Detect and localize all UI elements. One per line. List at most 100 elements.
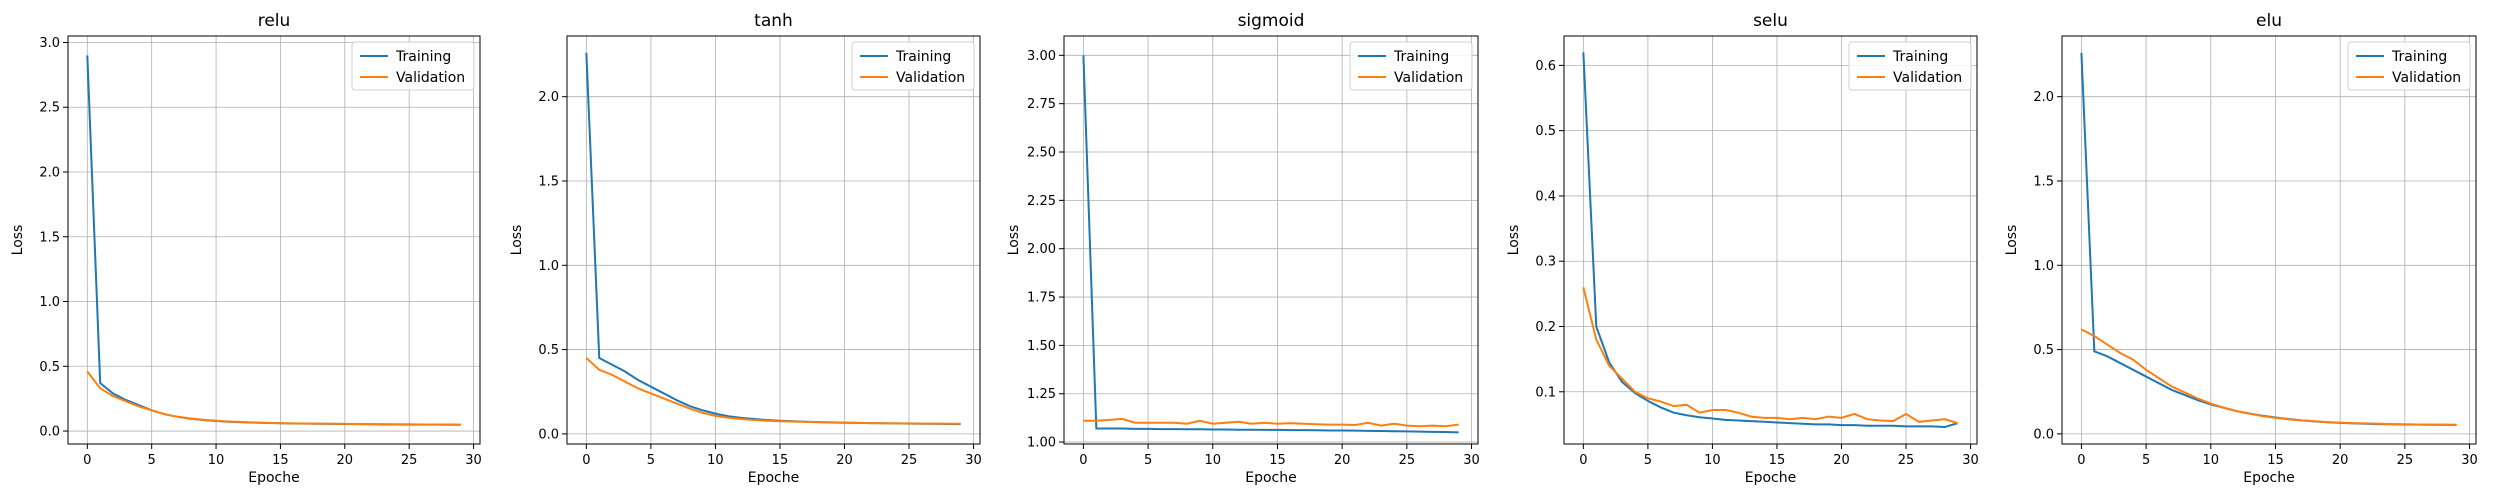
series-line-validation (1083, 417, 1459, 428)
y-tick-label: 3.0 (39, 36, 60, 51)
x-axis-label: Epoche (2243, 470, 2294, 486)
y-axis-label: Loss (10, 225, 26, 256)
y-tick-label: 2.50 (1027, 146, 1056, 161)
x-tick-label: 10 (208, 453, 225, 468)
x-tick-label: 15 (1769, 453, 1786, 468)
legend: Training Validation (2347, 41, 2471, 91)
chart-title: elu (2256, 11, 2282, 31)
legend-label-training: Training (1892, 49, 1948, 65)
y-tick-label: 1.0 (538, 259, 559, 274)
x-tick-label: 30 (2461, 453, 2478, 468)
legend-label-validation: Validation (896, 70, 965, 86)
y-tick-label: 2.25 (1027, 194, 1056, 209)
x-tick-label: 20 (1334, 453, 1351, 468)
axes-frame (67, 35, 481, 445)
y-tick-label: 0.5 (538, 343, 559, 358)
x-tick-label: 20 (2332, 453, 2349, 468)
subplot-sigmoid: 0 5 10 15 20 25 30 1.00 1.25 1.50 1.75 2.00 2.25 2.50… (1006, 11, 1480, 486)
y-tick-label: 0.0 (2033, 427, 2054, 442)
x-tick-label: 10 (1704, 453, 1721, 468)
y-tick-label: 2.0 (39, 166, 60, 181)
x-tick-label: 25 (901, 453, 918, 468)
chart-title: sigmoid (1238, 11, 1305, 31)
y-tick-label: 2.75 (1027, 97, 1056, 112)
legend-label-training: Training (1393, 49, 1449, 65)
legend-label-validation: Validation (2392, 70, 2461, 86)
x-tick-label: 10 (2203, 453, 2220, 468)
y-tick-label: 1.0 (39, 295, 60, 310)
y-tick-label: 1.25 (1027, 387, 1056, 402)
x-tick-label: 0 (582, 453, 590, 468)
x-tick-label: 15 (272, 453, 289, 468)
y-tick-label: 0.5 (1535, 124, 1556, 139)
y-axis-label: Loss (1006, 225, 1022, 256)
series-line-validation (86, 370, 461, 426)
x-axis-label: Epoche (1245, 470, 1296, 486)
x-tick-label: 5 (148, 453, 156, 468)
x-tick-label: 25 (1898, 453, 1915, 468)
y-tick-label: 2.00 (1027, 242, 1056, 257)
y-tick-label: 2.5 (39, 101, 60, 116)
y-tick-label: 0.0 (39, 425, 60, 440)
series-line-training (86, 55, 461, 426)
x-tick-label: 5 (647, 453, 655, 468)
series-line-training (585, 52, 961, 426)
x-tick-label: 5 (1144, 453, 1152, 468)
x-tick-label: 5 (1644, 453, 1652, 468)
legend-label-validation: Validation (396, 70, 465, 86)
series-line-validation (585, 357, 961, 425)
legend-label-validation: Validation (1394, 70, 1463, 86)
series-line-training (2080, 52, 2457, 426)
x-axis-label: Epoche (748, 470, 799, 486)
x-tick-label: 0 (2077, 453, 2085, 468)
series-line-training (1582, 52, 1958, 429)
x-tick-label: 0 (1579, 453, 1587, 468)
x-tick-label: 15 (2267, 453, 2284, 468)
y-tick-label: 2.0 (538, 90, 559, 105)
y-tick-label: 0.1 (1535, 385, 1556, 400)
x-tick-label: 30 (1463, 453, 1480, 468)
legend: Training Validation (851, 41, 975, 91)
legend-label-training: Training (395, 49, 451, 65)
chart-title: tanh (754, 11, 793, 31)
x-tick-label: 20 (337, 453, 354, 468)
x-tick-label: 25 (1399, 453, 1416, 468)
x-tick-label: 25 (401, 453, 418, 468)
x-axis-label: Epoche (1745, 470, 1796, 486)
series-line-validation (2080, 328, 2457, 426)
series-line-validation (1582, 287, 1958, 425)
x-tick-label: 25 (2397, 453, 2414, 468)
y-tick-label: 1.0 (2033, 259, 2054, 274)
legend-label-training: Training (895, 49, 951, 65)
y-tick-label: 1.5 (538, 174, 559, 189)
x-axis-label: Epoche (248, 470, 299, 486)
legend-label-validation: Validation (1893, 70, 1962, 86)
axes-frame (1563, 35, 1978, 445)
x-tick-label: 15 (772, 453, 789, 468)
x-tick-label: 5 (2142, 453, 2150, 468)
legend: Training Validation (1848, 41, 1972, 91)
legend-label-training: Training (2391, 49, 2447, 65)
y-tick-label: 0.2 (1535, 320, 1556, 335)
y-tick-label: 1.00 (1027, 436, 1056, 451)
y-tick-label: 1.50 (1027, 339, 1056, 354)
legend: Training Validation (1349, 41, 1473, 91)
y-tick-label: 0.6 (1535, 59, 1556, 74)
y-axis-label: Loss (1506, 225, 1522, 256)
y-tick-label: 1.5 (2033, 174, 2054, 189)
axes-frame (2061, 35, 2477, 445)
y-axis-label: Loss (509, 225, 525, 256)
axes-frame (1063, 35, 1479, 445)
legend: Training Validation (351, 41, 475, 91)
x-tick-label: 30 (965, 453, 982, 468)
y-tick-label: 0.5 (39, 360, 60, 375)
chart-title: selu (1753, 11, 1788, 31)
subplot-elu: 0 5 10 15 20 25 30 0.0 0.5 1.0 1.5 2.0 elu Epoche Loss… (2004, 11, 2478, 486)
y-tick-label: 1.75 (1027, 291, 1056, 306)
x-tick-label: 20 (836, 453, 853, 468)
x-tick-label: 15 (1269, 453, 1286, 468)
x-tick-label: 20 (1833, 453, 1850, 468)
x-tick-label: 10 (1205, 453, 1222, 468)
series-line-training (1082, 55, 1459, 434)
